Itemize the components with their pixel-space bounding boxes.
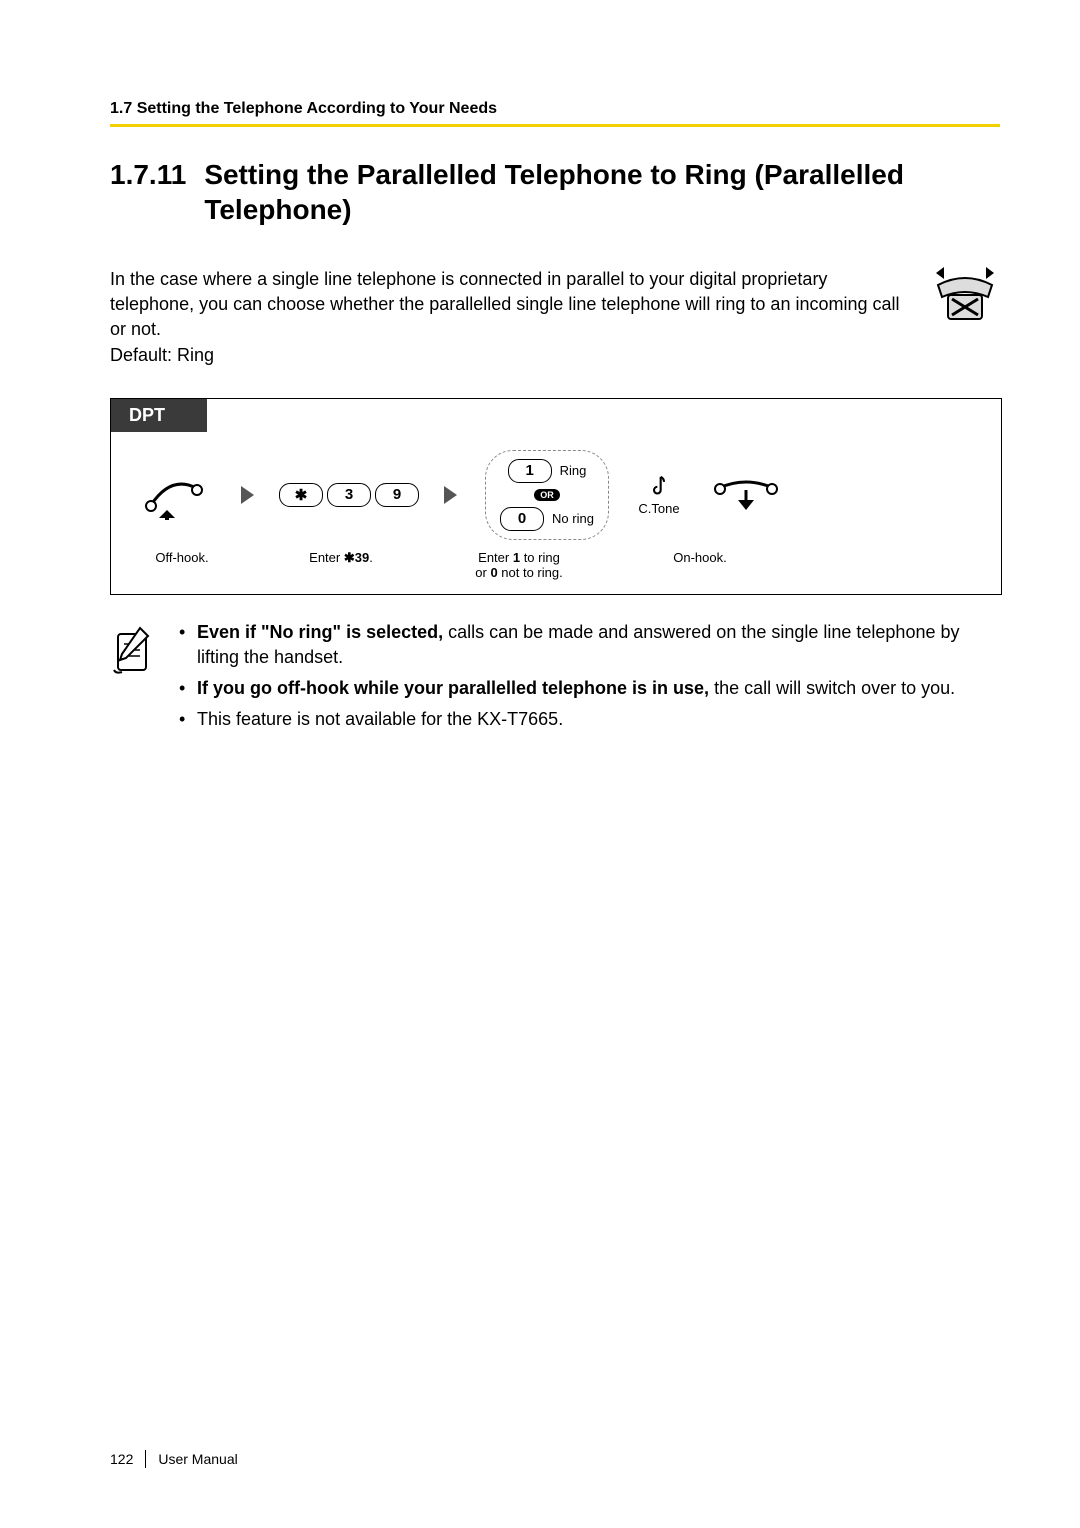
- choice-noring: 0 No ring: [500, 507, 594, 531]
- step-onhook: [701, 470, 791, 520]
- notes-block: Even if "No ring" is selected, calls can…: [110, 620, 1000, 739]
- footer-divider: [145, 1450, 146, 1468]
- or-badge: OR: [534, 489, 560, 501]
- parallel-phone-icon: [930, 267, 1000, 332]
- step-offhook: [131, 470, 221, 520]
- note-3: This feature is not available for the KX…: [175, 707, 1000, 732]
- label-noring: No ring: [552, 511, 594, 526]
- note-2-bold: If you go off-hook while your parallelle…: [197, 678, 709, 698]
- cap-onhook: On-hook.: [649, 550, 751, 580]
- page: 1.7 Setting the Telephone According to Y…: [0, 0, 1080, 1528]
- section-heading: Setting the Parallelled Telephone to Rin…: [204, 157, 1000, 227]
- offhook-icon: [141, 470, 211, 520]
- flow-captions: Off-hook. Enter ✱39. Enter 1 to ring or …: [111, 550, 1001, 594]
- cap-choice: Enter 1 to ring or 0 not to ring.: [449, 550, 589, 580]
- ctone-label: C.Tone: [638, 501, 679, 516]
- step-choice: 1 Ring OR 0 No ring: [477, 450, 617, 540]
- key-1: 1: [508, 459, 552, 483]
- footer-label: User Manual: [158, 1451, 237, 1467]
- tone-icon: [649, 473, 669, 499]
- choice-box: 1 Ring OR 0 No ring: [485, 450, 609, 540]
- intro-p1: In the case where a single line telephon…: [110, 267, 910, 343]
- note-2-rest: the call will switch over to you.: [709, 678, 955, 698]
- key-9: 9: [375, 483, 419, 507]
- step-enter-code: ✱ 3 9: [274, 483, 424, 507]
- key-0: 0: [500, 507, 544, 531]
- notes-list: Even if "No ring" is selected, calls can…: [175, 620, 1000, 739]
- section-title: 1.7.11 Setting the Parallelled Telephone…: [110, 157, 1000, 227]
- running-header: 1.7 Setting the Telephone According to Y…: [110, 100, 1000, 118]
- notepad-icon: [110, 620, 155, 684]
- intro-block: In the case where a single line telephon…: [110, 267, 1000, 368]
- label-ring: Ring: [560, 463, 587, 478]
- page-number: 122: [110, 1451, 133, 1467]
- arrow-icon: [444, 486, 457, 504]
- key-star: ✱: [279, 483, 323, 507]
- arrow-icon: [241, 486, 254, 504]
- intro-text: In the case where a single line telephon…: [110, 267, 910, 368]
- header-rule: [110, 124, 1000, 127]
- note-2: If you go off-hook while your parallelle…: [175, 676, 1000, 701]
- cap-enter-code-val: ✱39: [344, 550, 369, 565]
- cap-enter-suffix: .: [369, 550, 373, 565]
- note-1-bold: Even if "No ring" is selected,: [197, 622, 443, 642]
- intro-p2: Default: Ring: [110, 343, 910, 368]
- key-3: 3: [327, 483, 371, 507]
- onhook-icon: [711, 470, 781, 520]
- cap-enter-code: Enter ✱39.: [266, 550, 416, 580]
- step-ctone: C.Tone: [629, 473, 689, 516]
- dpt-tab: DPT: [111, 399, 207, 432]
- page-footer: 122 User Manual: [110, 1450, 238, 1468]
- cap-enter-prefix: Enter: [309, 550, 344, 565]
- note-1: Even if "No ring" is selected, calls can…: [175, 620, 1000, 670]
- section-number: 1.7.11: [110, 157, 186, 191]
- cap-offhook: Off-hook.: [131, 550, 233, 580]
- procedure-box: DPT ✱ 3 9: [110, 398, 1002, 595]
- flow-body: ✱ 3 9 1 Ring OR 0 No ring: [111, 432, 1001, 550]
- choice-ring: 1 Ring: [508, 459, 587, 483]
